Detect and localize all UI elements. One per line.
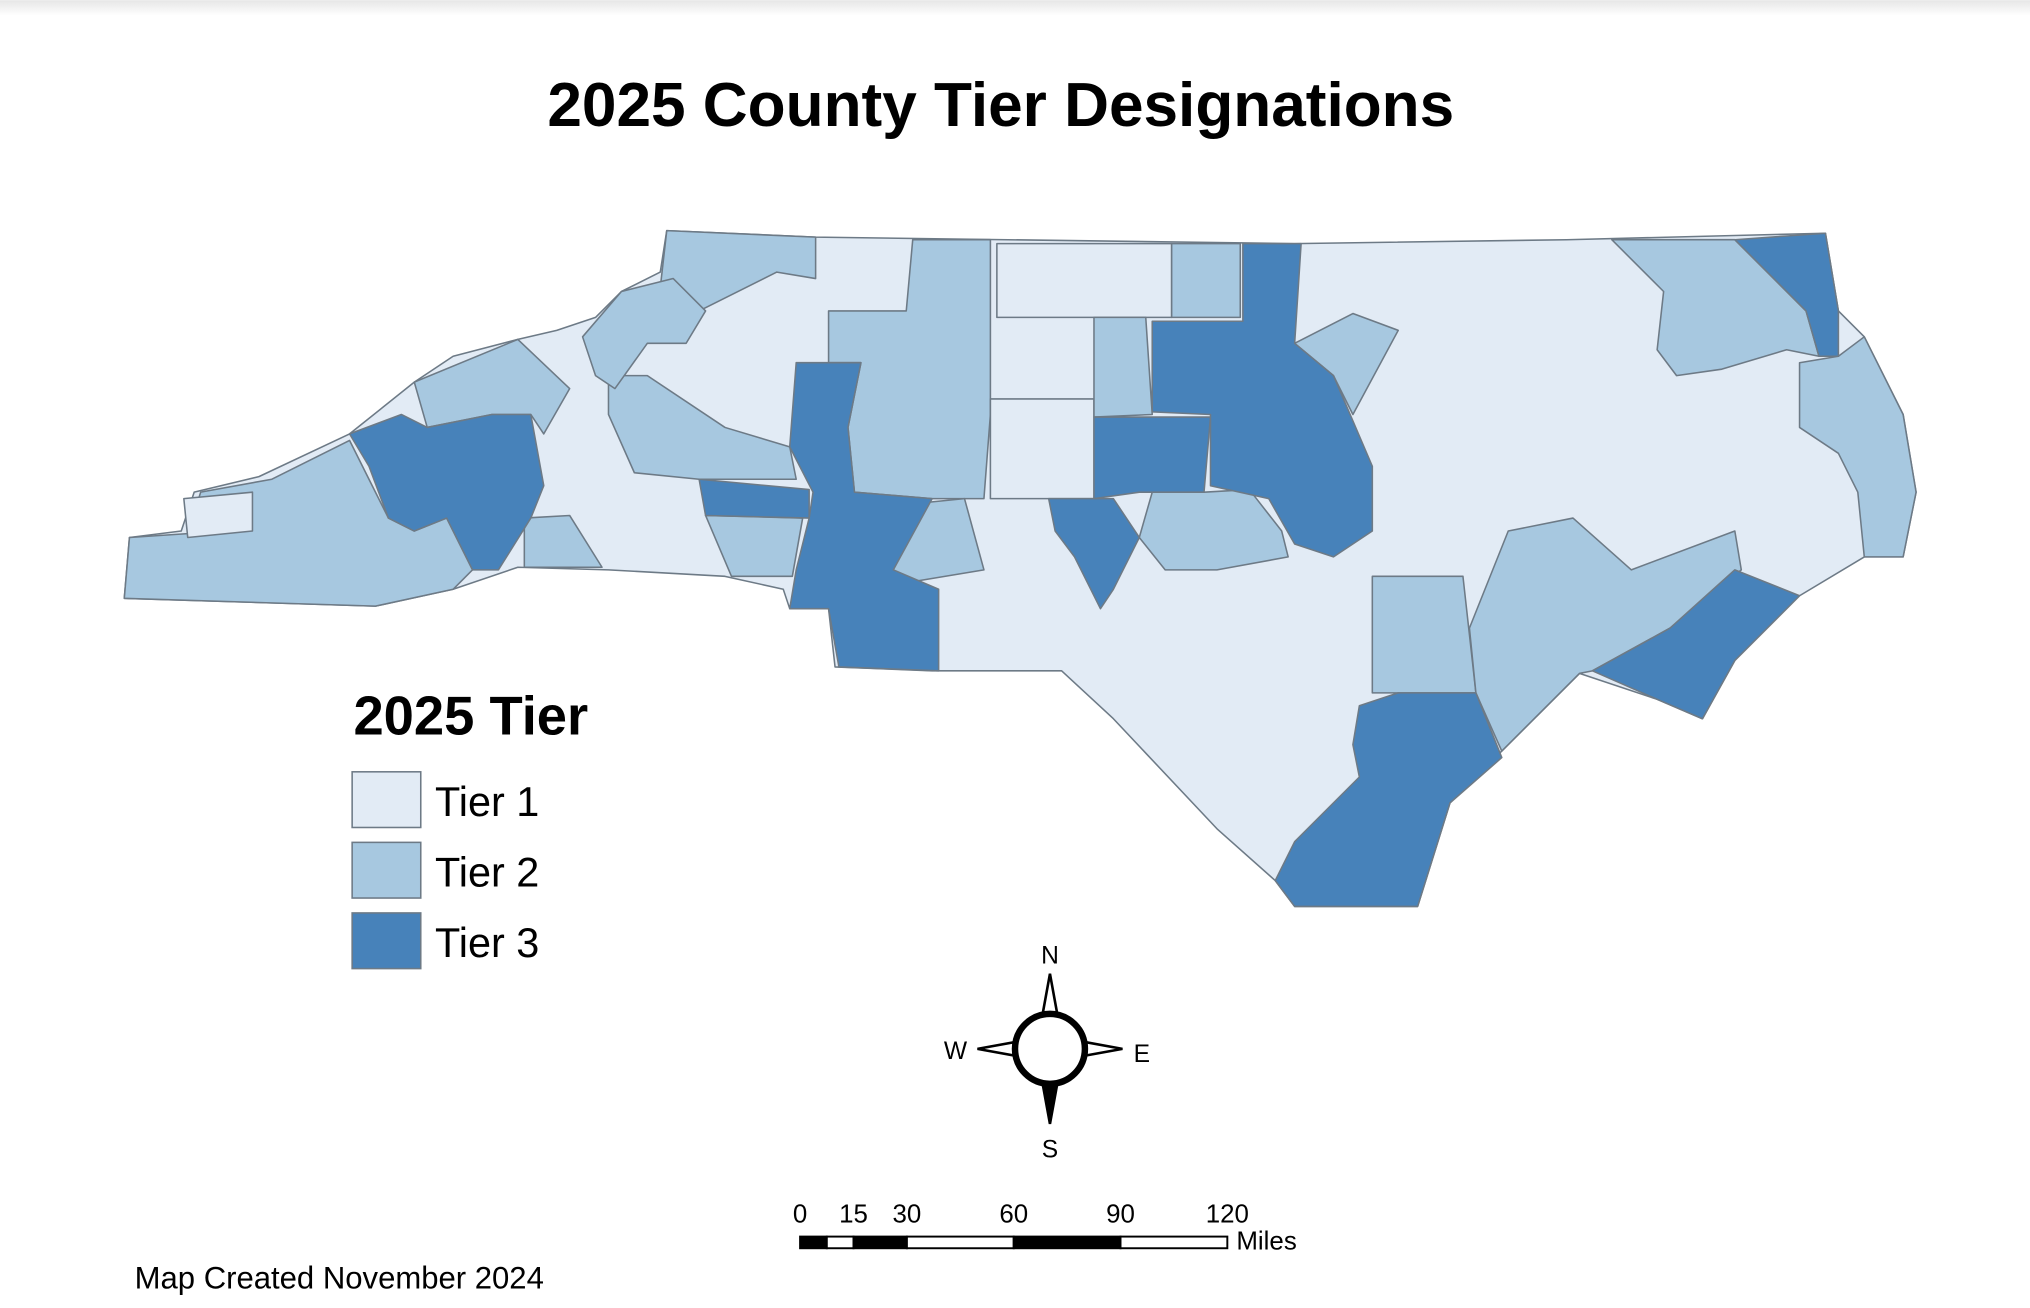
county	[989, 398, 1095, 500]
legend: 2025 Tier Tier 1 Tier 2 Tier 3	[351, 685, 588, 970]
scale-tick-label: 60	[999, 1200, 1028, 1228]
county	[1047, 497, 1141, 610]
county	[1093, 316, 1154, 418]
legend-title: 2025 Tier	[353, 685, 588, 746]
scale-segment	[905, 1235, 1015, 1250]
compass-west: W	[944, 1038, 968, 1065]
scale-segment	[799, 1235, 828, 1250]
county	[183, 491, 254, 539]
county-layer	[123, 229, 1917, 908]
legend-label: Tier 3	[435, 920, 539, 966]
map-title: 2025 County Tier Designations	[547, 71, 1454, 140]
county	[523, 514, 603, 569]
county	[607, 374, 797, 480]
legend-label: Tier 1	[435, 779, 539, 825]
legend-label: Tier 2	[435, 849, 539, 895]
county	[1371, 575, 1477, 694]
compass-south: S	[1042, 1137, 1058, 1164]
compass-east: E	[1134, 1041, 1150, 1068]
county	[1274, 692, 1503, 908]
county	[1798, 336, 1917, 558]
county	[996, 242, 1173, 319]
county	[1591, 569, 1801, 720]
county	[788, 361, 940, 672]
footer-note: Map Created November 2024	[135, 1260, 544, 1295]
scale-tick-label: 120	[1206, 1200, 1249, 1228]
scale-tick-label: 15	[839, 1200, 868, 1228]
top-shadow	[0, 0, 2030, 16]
county	[581, 277, 707, 390]
scale-unit: Miles	[1236, 1228, 1296, 1256]
scale-segment	[825, 1235, 855, 1250]
legend-swatch	[351, 771, 422, 829]
scale-bar: Miles 0 15 30 60 90 120	[793, 1200, 1297, 1255]
scale-tick-label: 90	[1106, 1200, 1135, 1228]
compass-north: N	[1041, 942, 1059, 969]
county	[1093, 416, 1212, 500]
legend-swatch	[351, 912, 422, 970]
compass: N E S W	[944, 942, 1150, 1163]
county	[1734, 232, 1840, 358]
legend-swatch	[351, 841, 422, 899]
county	[1170, 242, 1242, 319]
scale-tick-label: 30	[893, 1200, 922, 1228]
scale-segment	[852, 1235, 908, 1250]
county	[1138, 488, 1289, 571]
county	[348, 413, 545, 571]
scale-tick-label: 0	[793, 1200, 807, 1228]
scale-segment	[1012, 1235, 1122, 1250]
scale-segment	[1119, 1235, 1229, 1250]
county	[1151, 242, 1374, 558]
